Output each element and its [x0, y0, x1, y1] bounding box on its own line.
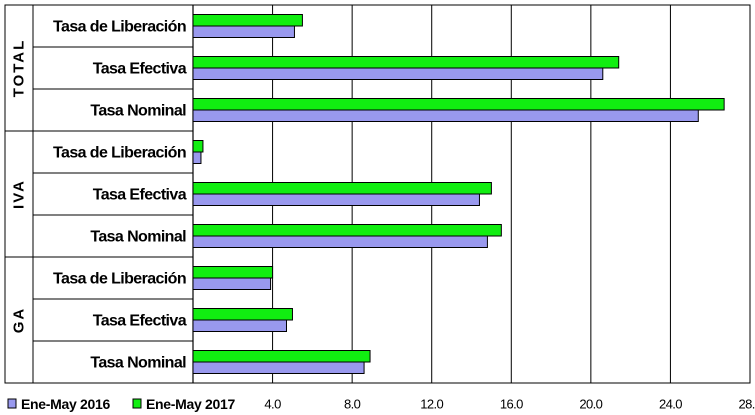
bar-ga-tasa-nominal-ene-may-2017: [192, 350, 371, 363]
bar-total-tasa-nominal-ene-may-2016: [192, 109, 699, 122]
bar-ga-tasa-de-liberacion-ene-may-2017: [192, 266, 274, 279]
bar-ga-tasa-efectiva-ene-may-2017: [192, 308, 293, 321]
category-label-ga-tasa-efectiva: Tasa Efectiva: [93, 313, 187, 330]
bar-iva-tasa-efectiva-ene-may-2016: [192, 193, 480, 206]
legend-label-ene-may-2017: Ene-May 2017: [146, 396, 236, 412]
tick-layer: 4.0 8.0 12.0 16.0 20.0 24.0 28.0: [264, 397, 755, 412]
bar-total-tasa-efectiva-ene-may-2017: [192, 56, 620, 69]
bar-iva-tasa-efectiva-ene-may-2017: [192, 182, 492, 195]
x-tick-label-6: 24.0: [659, 397, 682, 412]
legend-swatch-ene-may-2016: [7, 398, 17, 409]
category-label-iva-tasa-de-liberacion: Tasa de Liberación: [53, 145, 186, 162]
group-label-total: TOTAL: [11, 39, 28, 98]
x-tick-label-4: 16.0: [500, 397, 523, 412]
x-tick-label-5: 20.0: [579, 397, 602, 412]
legend-swatch-ene-may-2017: [132, 398, 142, 409]
frame-layer: [4, 4, 751, 384]
category-label-total-tasa-efectiva: Tasa Efectiva: [93, 61, 187, 78]
x-tick-label-2: 8.0: [344, 397, 361, 412]
category-label-total-tasa-nominal: Tasa Nominal: [90, 103, 186, 120]
bar-iva-tasa-de-liberacion-ene-may-2016: [192, 151, 202, 164]
chart-frame: [4, 4, 751, 384]
category-label-ga-tasa-nominal: Tasa Nominal: [90, 355, 186, 372]
bar-iva-tasa-nominal-ene-may-2016: [192, 235, 488, 248]
category-label-total-tasa-de-liberacion: Tasa de Liberación: [53, 19, 186, 36]
label-layer: TOTAL Tasa de Liberación Tasa Efectiva Tasa…: [11, 19, 188, 372]
x-tick-label-7: 28.0: [739, 397, 755, 412]
bar-layer: [192, 14, 725, 374]
x-tick-label-1: 4.0: [264, 397, 281, 412]
legend: Ene-May 2016 Ene-May 2017: [7, 396, 236, 412]
bar-total-tasa-nominal-ene-may-2017: [192, 98, 725, 111]
x-tick-label-3: 12.0: [420, 397, 443, 412]
bar-total-tasa-efectiva-ene-may-2016: [192, 67, 604, 80]
category-label-iva-tasa-efectiva: Tasa Efectiva: [93, 187, 187, 204]
bar-total-tasa-de-liberacion-ene-may-2016: [192, 25, 295, 38]
bar-iva-tasa-nominal-ene-may-2017: [192, 224, 502, 237]
bar-ga-tasa-de-liberacion-ene-may-2016: [192, 277, 272, 290]
category-label-ga-tasa-de-liberacion: Tasa de Liberación: [53, 271, 186, 288]
category-label-iva-tasa-nominal: Tasa Nominal: [90, 229, 186, 246]
bar-ga-tasa-nominal-ene-may-2016: [192, 361, 365, 374]
bar-total-tasa-de-liberacion-ene-may-2017: [192, 14, 303, 27]
bar-ga-tasa-efectiva-ene-may-2016: [192, 319, 287, 332]
group-label-iva: IVA: [11, 179, 28, 209]
bar-iva-tasa-de-liberacion-ene-may-2017: [192, 140, 204, 153]
group-label-ga: GA: [11, 307, 28, 334]
legend-label-ene-may-2016: Ene-May 2016: [21, 396, 111, 412]
